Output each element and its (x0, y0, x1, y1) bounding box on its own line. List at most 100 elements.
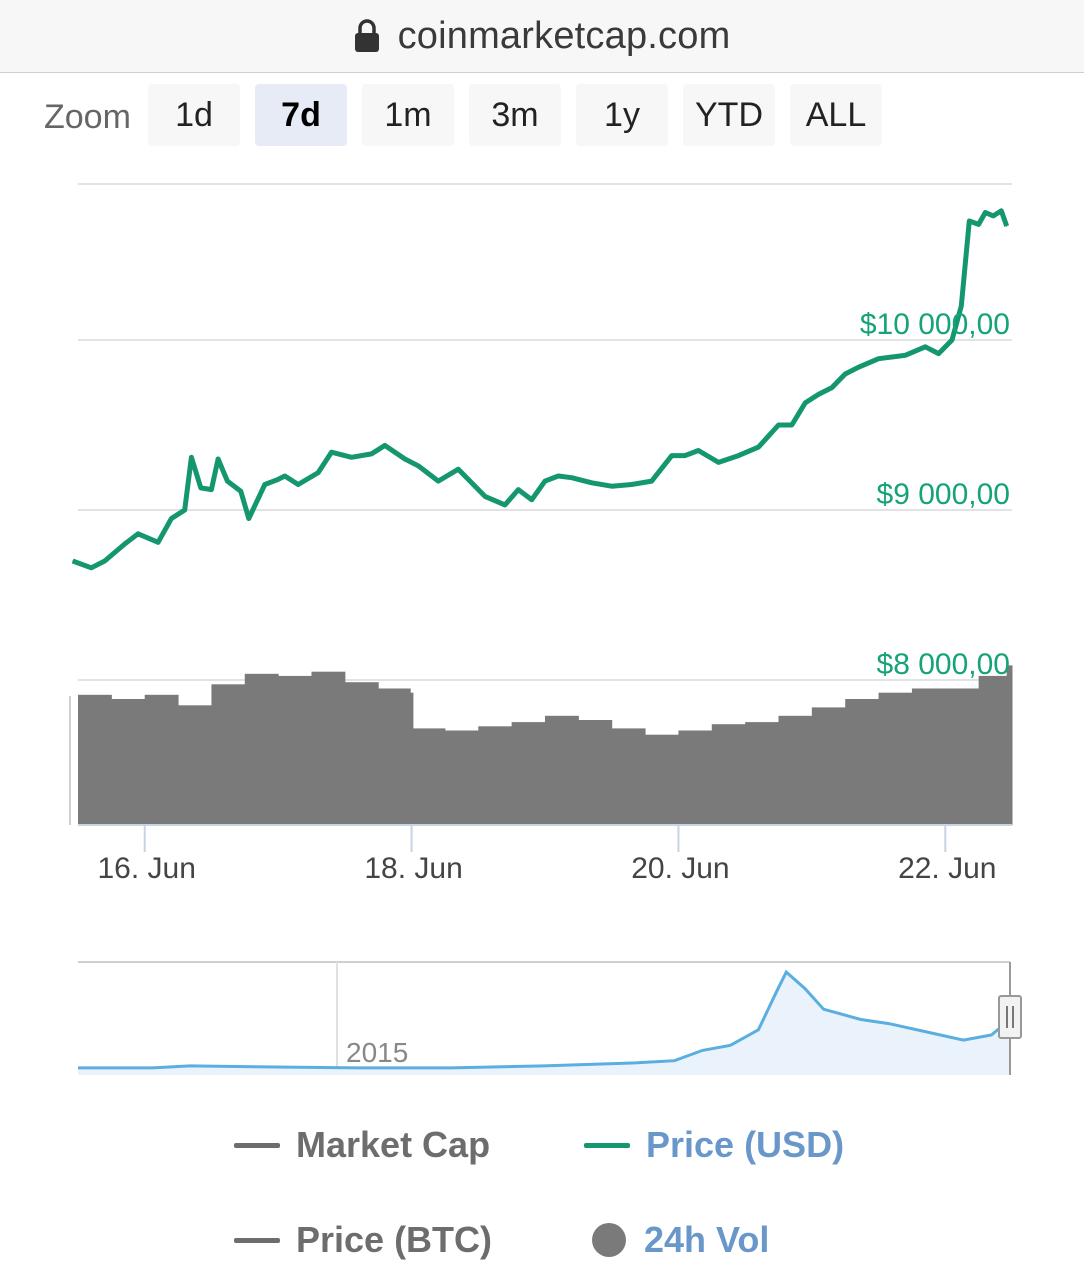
zoom-7d-button[interactable]: 7d (255, 84, 347, 146)
volume-bar (811, 707, 846, 825)
price-point (844, 373, 846, 375)
price-point (226, 480, 228, 482)
zoom-all-button[interactable]: ALL (790, 84, 882, 146)
legend-label: 24h Vol (644, 1219, 770, 1260)
price-point (157, 541, 159, 543)
zoom-3m-button[interactable]: 3m (469, 84, 561, 146)
price-point (684, 455, 686, 457)
price-point (891, 356, 893, 358)
volume-bar (78, 694, 112, 825)
navigator[interactable]: 2015 (78, 961, 1022, 1075)
price-point (737, 455, 739, 457)
navigator-area (78, 972, 1010, 1075)
legend-price-btc[interactable]: Price (BTC) (234, 1215, 492, 1265)
legend-price-usd[interactable]: Price (USD) (584, 1120, 844, 1170)
navigator-handle-icon[interactable] (998, 995, 1022, 1039)
price-point (72, 560, 74, 562)
price-point (317, 472, 319, 474)
price-point (591, 482, 593, 484)
price-point (284, 475, 286, 477)
x-tick-label: 16. Jun (98, 852, 196, 885)
price-point (791, 424, 793, 426)
price-series (71, 208, 1010, 571)
price-chart[interactable]: $8 000,00 $9 000,00 $10 000,00 16. Jun 18. … (0, 150, 1084, 1090)
price-point (571, 477, 573, 479)
price-point (90, 567, 92, 569)
x-tick-label: 22. Jun (898, 852, 996, 885)
legend-line-icon (584, 1142, 630, 1148)
url-domain: coinmarketcap.com (397, 14, 731, 57)
volume-bar (945, 688, 980, 825)
volume-bar (111, 699, 146, 825)
price-point (384, 444, 386, 446)
y-tick-label: $10 000,00 (860, 308, 1010, 341)
volume-bar (444, 730, 479, 825)
price-point (137, 533, 139, 535)
price-point (240, 490, 242, 492)
price-point (184, 509, 186, 511)
price-point (992, 215, 994, 217)
volume-bar (244, 673, 279, 825)
price-point (924, 346, 926, 348)
price-point (978, 223, 980, 225)
price-point (351, 456, 353, 458)
price-point (264, 484, 266, 485)
volume-bar (511, 722, 546, 825)
volume-bar (878, 692, 913, 825)
volume-bar (711, 724, 746, 825)
price-point (124, 543, 126, 545)
price-point (984, 212, 986, 213)
volume-bar (578, 720, 613, 825)
price-point (504, 504, 506, 506)
legend-24h-vol[interactable]: 24h Vol (592, 1215, 769, 1265)
chart-legend: Market Cap Price (USD) Price (BTC) 24h V… (0, 1100, 1084, 1280)
volume-bar (278, 675, 312, 825)
y-tick-label: $9 000,00 (877, 478, 1010, 511)
volume-bar (978, 675, 1008, 825)
price-point (404, 458, 406, 460)
zoom-selector: Zoom 1d 7d 1m 3m 1y YTD ALL (0, 84, 1084, 148)
price-point (818, 393, 820, 395)
price-point (190, 456, 192, 458)
legend-market-cap[interactable]: Market Cap (234, 1120, 490, 1170)
volume-bar (1006, 665, 1013, 825)
price-point (697, 450, 699, 451)
volume-bar (645, 734, 679, 825)
zoom-1m-button[interactable]: 1m (362, 84, 454, 146)
volume-bar (845, 699, 880, 825)
volume-bar (678, 730, 713, 825)
price-point (371, 453, 373, 455)
browser-url-bar[interactable]: coinmarketcap.com (0, 0, 1084, 73)
volume-bar (911, 688, 946, 825)
volume-bar (311, 671, 346, 825)
price-point (804, 402, 806, 404)
volume-bar (478, 726, 513, 825)
legend-label: Price (BTC) (296, 1219, 493, 1260)
volume-bar (545, 715, 579, 825)
x-tick-label: 20. Jun (631, 852, 729, 885)
navigator-year-label: 2015 (346, 1037, 408, 1068)
volume-bar (344, 682, 379, 825)
price-point (717, 461, 719, 463)
legend-line-icon (234, 1237, 280, 1243)
price-point (904, 354, 906, 356)
chart-gridlines (78, 183, 1012, 681)
price-point (1000, 210, 1002, 212)
price-point (417, 465, 419, 467)
price-point (277, 478, 279, 480)
price-point (671, 455, 673, 457)
zoom-1d-button[interactable]: 1d (148, 84, 240, 146)
price-point (544, 480, 546, 482)
price-point (968, 220, 970, 222)
legend-line-icon (234, 1142, 280, 1148)
price-point (631, 484, 633, 485)
price-point (104, 560, 106, 562)
price-point (471, 482, 473, 484)
price-point (484, 495, 486, 497)
navigator-line (78, 969, 1011, 1070)
zoom-1y-button[interactable]: 1y (576, 84, 668, 146)
y-tick-label: $8 000,00 (877, 648, 1010, 681)
price-point (297, 484, 299, 485)
zoom-ytd-button[interactable]: YTD (683, 84, 775, 146)
navigator-handle-body (998, 995, 1022, 1039)
